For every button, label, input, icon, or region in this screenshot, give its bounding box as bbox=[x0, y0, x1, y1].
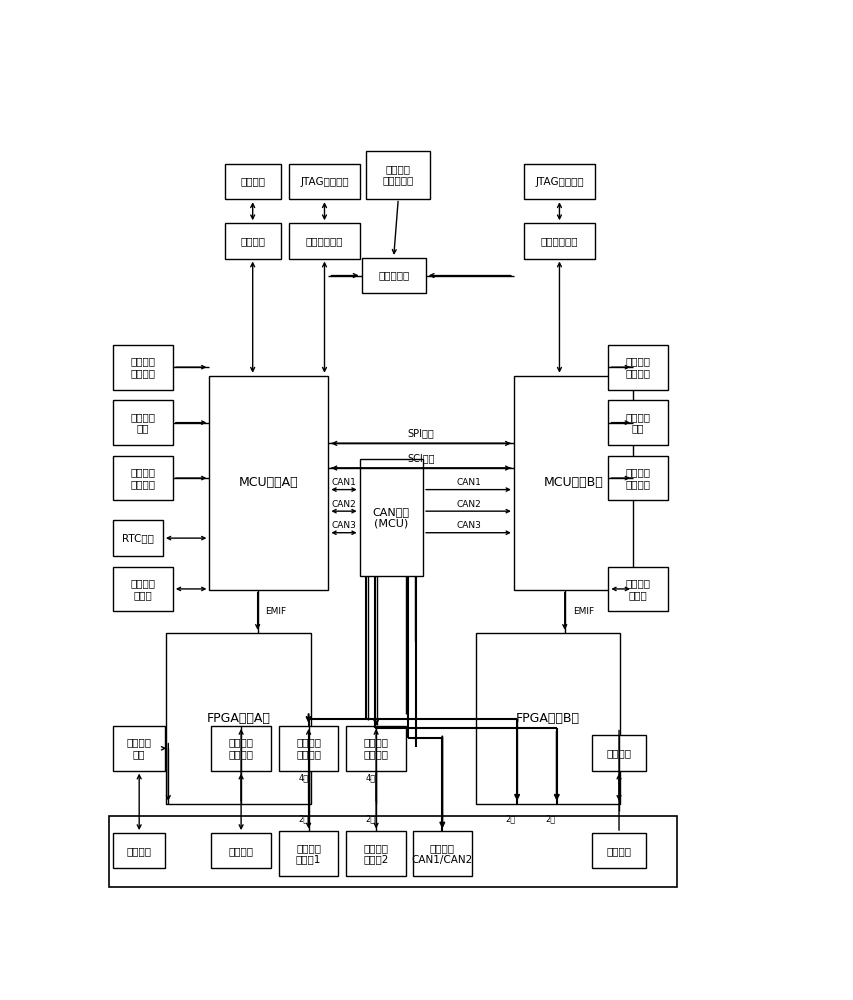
Bar bbox=[288, 164, 360, 199]
Text: 仿真调试电路: 仿真调试电路 bbox=[540, 236, 577, 246]
Bar bbox=[366, 151, 430, 199]
Bar bbox=[475, 633, 619, 804]
Bar bbox=[361, 258, 426, 293]
Bar bbox=[288, 223, 360, 259]
Bar bbox=[607, 567, 667, 611]
Bar bbox=[523, 223, 595, 259]
Bar bbox=[108, 816, 676, 887]
Text: CAN2: CAN2 bbox=[456, 500, 480, 509]
Text: 地址信号: 地址信号 bbox=[126, 846, 152, 856]
Bar bbox=[278, 831, 338, 876]
Text: JTAG仿真接口: JTAG仿真接口 bbox=[300, 177, 348, 187]
Bar bbox=[113, 345, 172, 389]
Text: 上电次数
检测电路: 上电次数 检测电路 bbox=[131, 467, 155, 489]
Text: CAN1: CAN1 bbox=[456, 478, 480, 487]
Text: 数据存储
器电路: 数据存储 器电路 bbox=[625, 578, 650, 600]
Text: CAN电路
(MCU): CAN电路 (MCU) bbox=[373, 507, 409, 528]
Bar bbox=[278, 726, 338, 771]
Text: SPI接口: SPI接口 bbox=[407, 428, 434, 438]
Text: 电源电路: 电源电路 bbox=[606, 748, 630, 758]
Bar bbox=[113, 726, 165, 771]
Text: 速度脉冲
信号电路: 速度脉冲 信号电路 bbox=[296, 738, 321, 759]
Bar bbox=[591, 735, 646, 771]
Text: 速度传感
器信号1: 速度传感 器信号1 bbox=[296, 843, 321, 865]
Text: 2路: 2路 bbox=[365, 815, 375, 824]
Text: 2路: 2路 bbox=[505, 815, 515, 824]
Text: 仿真调试电路: 仿真调试电路 bbox=[305, 236, 343, 246]
Text: 显示接口
（前面板）: 显示接口 （前面板） bbox=[382, 164, 414, 185]
Bar bbox=[113, 456, 172, 500]
Text: 指示灯电路: 指示灯电路 bbox=[378, 271, 409, 281]
Text: CAN2: CAN2 bbox=[331, 500, 356, 509]
Text: 4路: 4路 bbox=[298, 774, 308, 783]
Text: 温度检测
电路: 温度检测 电路 bbox=[131, 412, 155, 433]
Bar bbox=[166, 633, 310, 804]
Text: 电压电流
检测电路: 电压电流 检测电路 bbox=[131, 356, 155, 378]
Bar bbox=[607, 456, 667, 500]
Bar bbox=[113, 520, 163, 556]
Text: 4路: 4路 bbox=[365, 774, 375, 783]
Text: JTAG仿真接口: JTAG仿真接口 bbox=[535, 177, 583, 187]
Text: 主机内部
CAN1/CAN2: 主机内部 CAN1/CAN2 bbox=[411, 843, 473, 865]
Text: 上电次数
检测电路: 上电次数 检测电路 bbox=[625, 467, 650, 489]
Text: CAN1: CAN1 bbox=[331, 478, 356, 487]
Text: 调试网口: 调试网口 bbox=[240, 177, 265, 187]
Bar bbox=[113, 400, 172, 445]
Text: FPGA电路B机: FPGA电路B机 bbox=[515, 712, 579, 725]
Bar bbox=[224, 164, 281, 199]
Text: CAN3: CAN3 bbox=[331, 521, 356, 530]
Bar bbox=[209, 376, 328, 590]
Text: 速度脉冲
信号电路: 速度脉冲 信号电路 bbox=[363, 738, 388, 759]
Text: FPGA电路A机: FPGA电路A机 bbox=[206, 712, 270, 725]
Text: MCU电路B机: MCU电路B机 bbox=[543, 476, 602, 489]
Text: MCU电路A机: MCU电路A机 bbox=[239, 476, 299, 489]
Text: 板卡地址
识别: 板卡地址 识别 bbox=[126, 738, 152, 759]
Bar bbox=[514, 376, 632, 590]
Text: EMIF: EMIF bbox=[265, 607, 287, 616]
Text: 电压电流
检测电路: 电压电流 检测电路 bbox=[625, 356, 650, 378]
Text: RTC电路: RTC电路 bbox=[122, 533, 154, 543]
Bar bbox=[211, 726, 270, 771]
Text: 管压电流
采集电路: 管压电流 采集电路 bbox=[229, 738, 253, 759]
Text: SCI接口: SCI接口 bbox=[407, 453, 434, 463]
Text: CAN3: CAN3 bbox=[456, 521, 480, 530]
Text: 温度检测
电路: 温度检测 电路 bbox=[625, 412, 650, 433]
Bar bbox=[412, 831, 472, 876]
Text: 管压信号: 管压信号 bbox=[229, 846, 253, 856]
Text: EMIF: EMIF bbox=[572, 607, 593, 616]
Text: 网口电路: 网口电路 bbox=[240, 236, 265, 246]
Bar bbox=[346, 831, 405, 876]
Text: 2路: 2路 bbox=[298, 815, 308, 824]
Bar bbox=[359, 459, 422, 576]
Text: 供电电压: 供电电压 bbox=[606, 846, 630, 856]
Bar bbox=[607, 345, 667, 389]
Bar bbox=[607, 400, 667, 445]
Bar bbox=[523, 164, 595, 199]
Text: 2路: 2路 bbox=[544, 815, 554, 824]
Bar bbox=[113, 567, 172, 611]
Bar bbox=[113, 833, 165, 868]
Text: 速度传感
器信号2: 速度传感 器信号2 bbox=[363, 843, 388, 865]
Bar bbox=[224, 223, 281, 259]
Bar bbox=[591, 833, 646, 868]
Bar bbox=[346, 726, 405, 771]
Bar bbox=[211, 833, 270, 868]
Text: 数据存储
器电路: 数据存储 器电路 bbox=[131, 578, 155, 600]
